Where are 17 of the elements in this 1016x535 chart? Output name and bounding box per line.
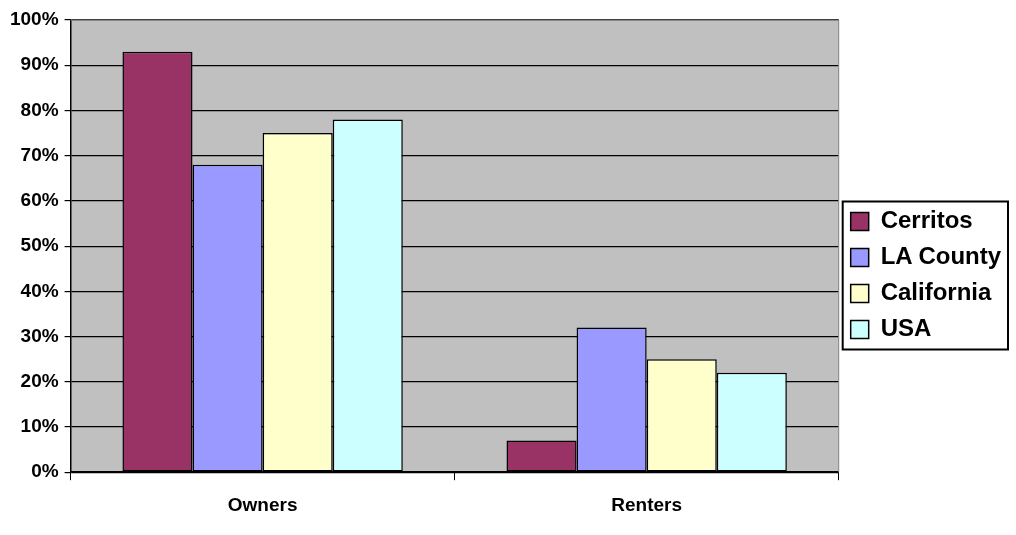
y-tick-label: 0% — [31, 460, 59, 482]
x-tick-label: Renters — [611, 493, 683, 515]
y-tick-label: 100% — [9, 8, 59, 30]
legend-label: LA County — [880, 242, 1002, 270]
y-tick-label: 80% — [20, 98, 59, 120]
y-tick-label: 60% — [20, 189, 59, 211]
y-tick-label: 50% — [20, 234, 59, 256]
legend-label: Cerritos — [880, 206, 973, 234]
y-tick-label: 40% — [20, 279, 59, 301]
y-tick-label: 10% — [20, 415, 59, 437]
x-tick-label: Owners — [227, 493, 298, 515]
y-tick-label: 20% — [20, 369, 59, 391]
y-tick-label: 70% — [20, 143, 59, 165]
legend-label: USA — [880, 314, 932, 342]
y-tick-label: 30% — [20, 324, 59, 346]
legend-label: California — [880, 278, 993, 306]
y-tick-label: 90% — [20, 53, 59, 75]
